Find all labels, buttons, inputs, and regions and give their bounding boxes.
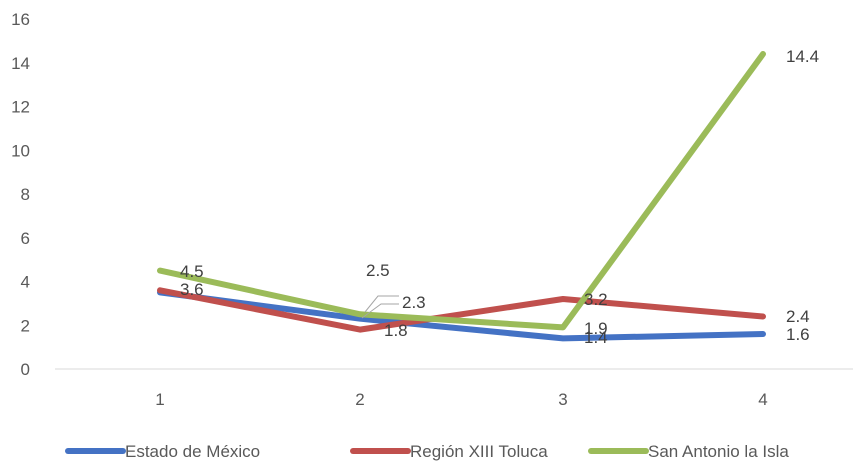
y-tick-label: 12: [11, 98, 30, 117]
y-tick-label: 14: [11, 54, 30, 73]
data-label: 2.4: [786, 307, 810, 326]
data-label: 1.9: [584, 319, 608, 338]
series-line-1: [157, 287, 766, 333]
data-label: 2.3: [402, 293, 426, 312]
y-tick-label: 4: [21, 273, 30, 292]
series-line-0: [157, 289, 766, 342]
series-line-2: [157, 51, 766, 331]
y-tick-label: 16: [11, 10, 30, 29]
data-label: 1.8: [384, 321, 408, 340]
x-axis: 1 2 3 4: [55, 368, 853, 409]
x-tick-label: 2: [355, 390, 364, 409]
legend-label-1: Región XIII Toluca: [410, 442, 548, 461]
legend-label-2: San Antonio la Isla: [648, 442, 789, 461]
series-lines: [157, 51, 766, 342]
x-tick-label: 1: [155, 390, 164, 409]
data-label: 1.6: [786, 325, 810, 344]
y-tick-label: 8: [21, 185, 30, 204]
legend: Estado de México Región XIII Toluca San An…: [65, 442, 789, 461]
y-tick-label: 10: [11, 141, 30, 160]
legend-label-0: Estado de México: [125, 442, 260, 461]
x-tick-label: 3: [558, 390, 567, 409]
data-label: 3.2: [584, 290, 608, 309]
x-tick-label: 4: [758, 390, 767, 409]
data-labels: 2.3 1.4 1.6 3.6 1.8 3.2 2.4 4.5 2.5 1.9 14.4: [180, 47, 819, 347]
y-tick-label: 6: [21, 229, 30, 248]
y-tick-label: 0: [21, 360, 30, 379]
y-tick-label: 2: [21, 316, 30, 335]
leader-line: [361, 303, 399, 319]
data-label: 4.5: [180, 262, 204, 281]
data-label: 1.4: [584, 328, 608, 347]
y-axis: 0 2 4 6 8 10 12 14 16: [11, 10, 30, 379]
data-label: 3.6: [180, 280, 204, 299]
data-label: 2.5: [366, 261, 390, 280]
leader-line: [364, 295, 399, 313]
label-leaders: [361, 295, 399, 319]
data-label: 14.4: [786, 47, 819, 66]
